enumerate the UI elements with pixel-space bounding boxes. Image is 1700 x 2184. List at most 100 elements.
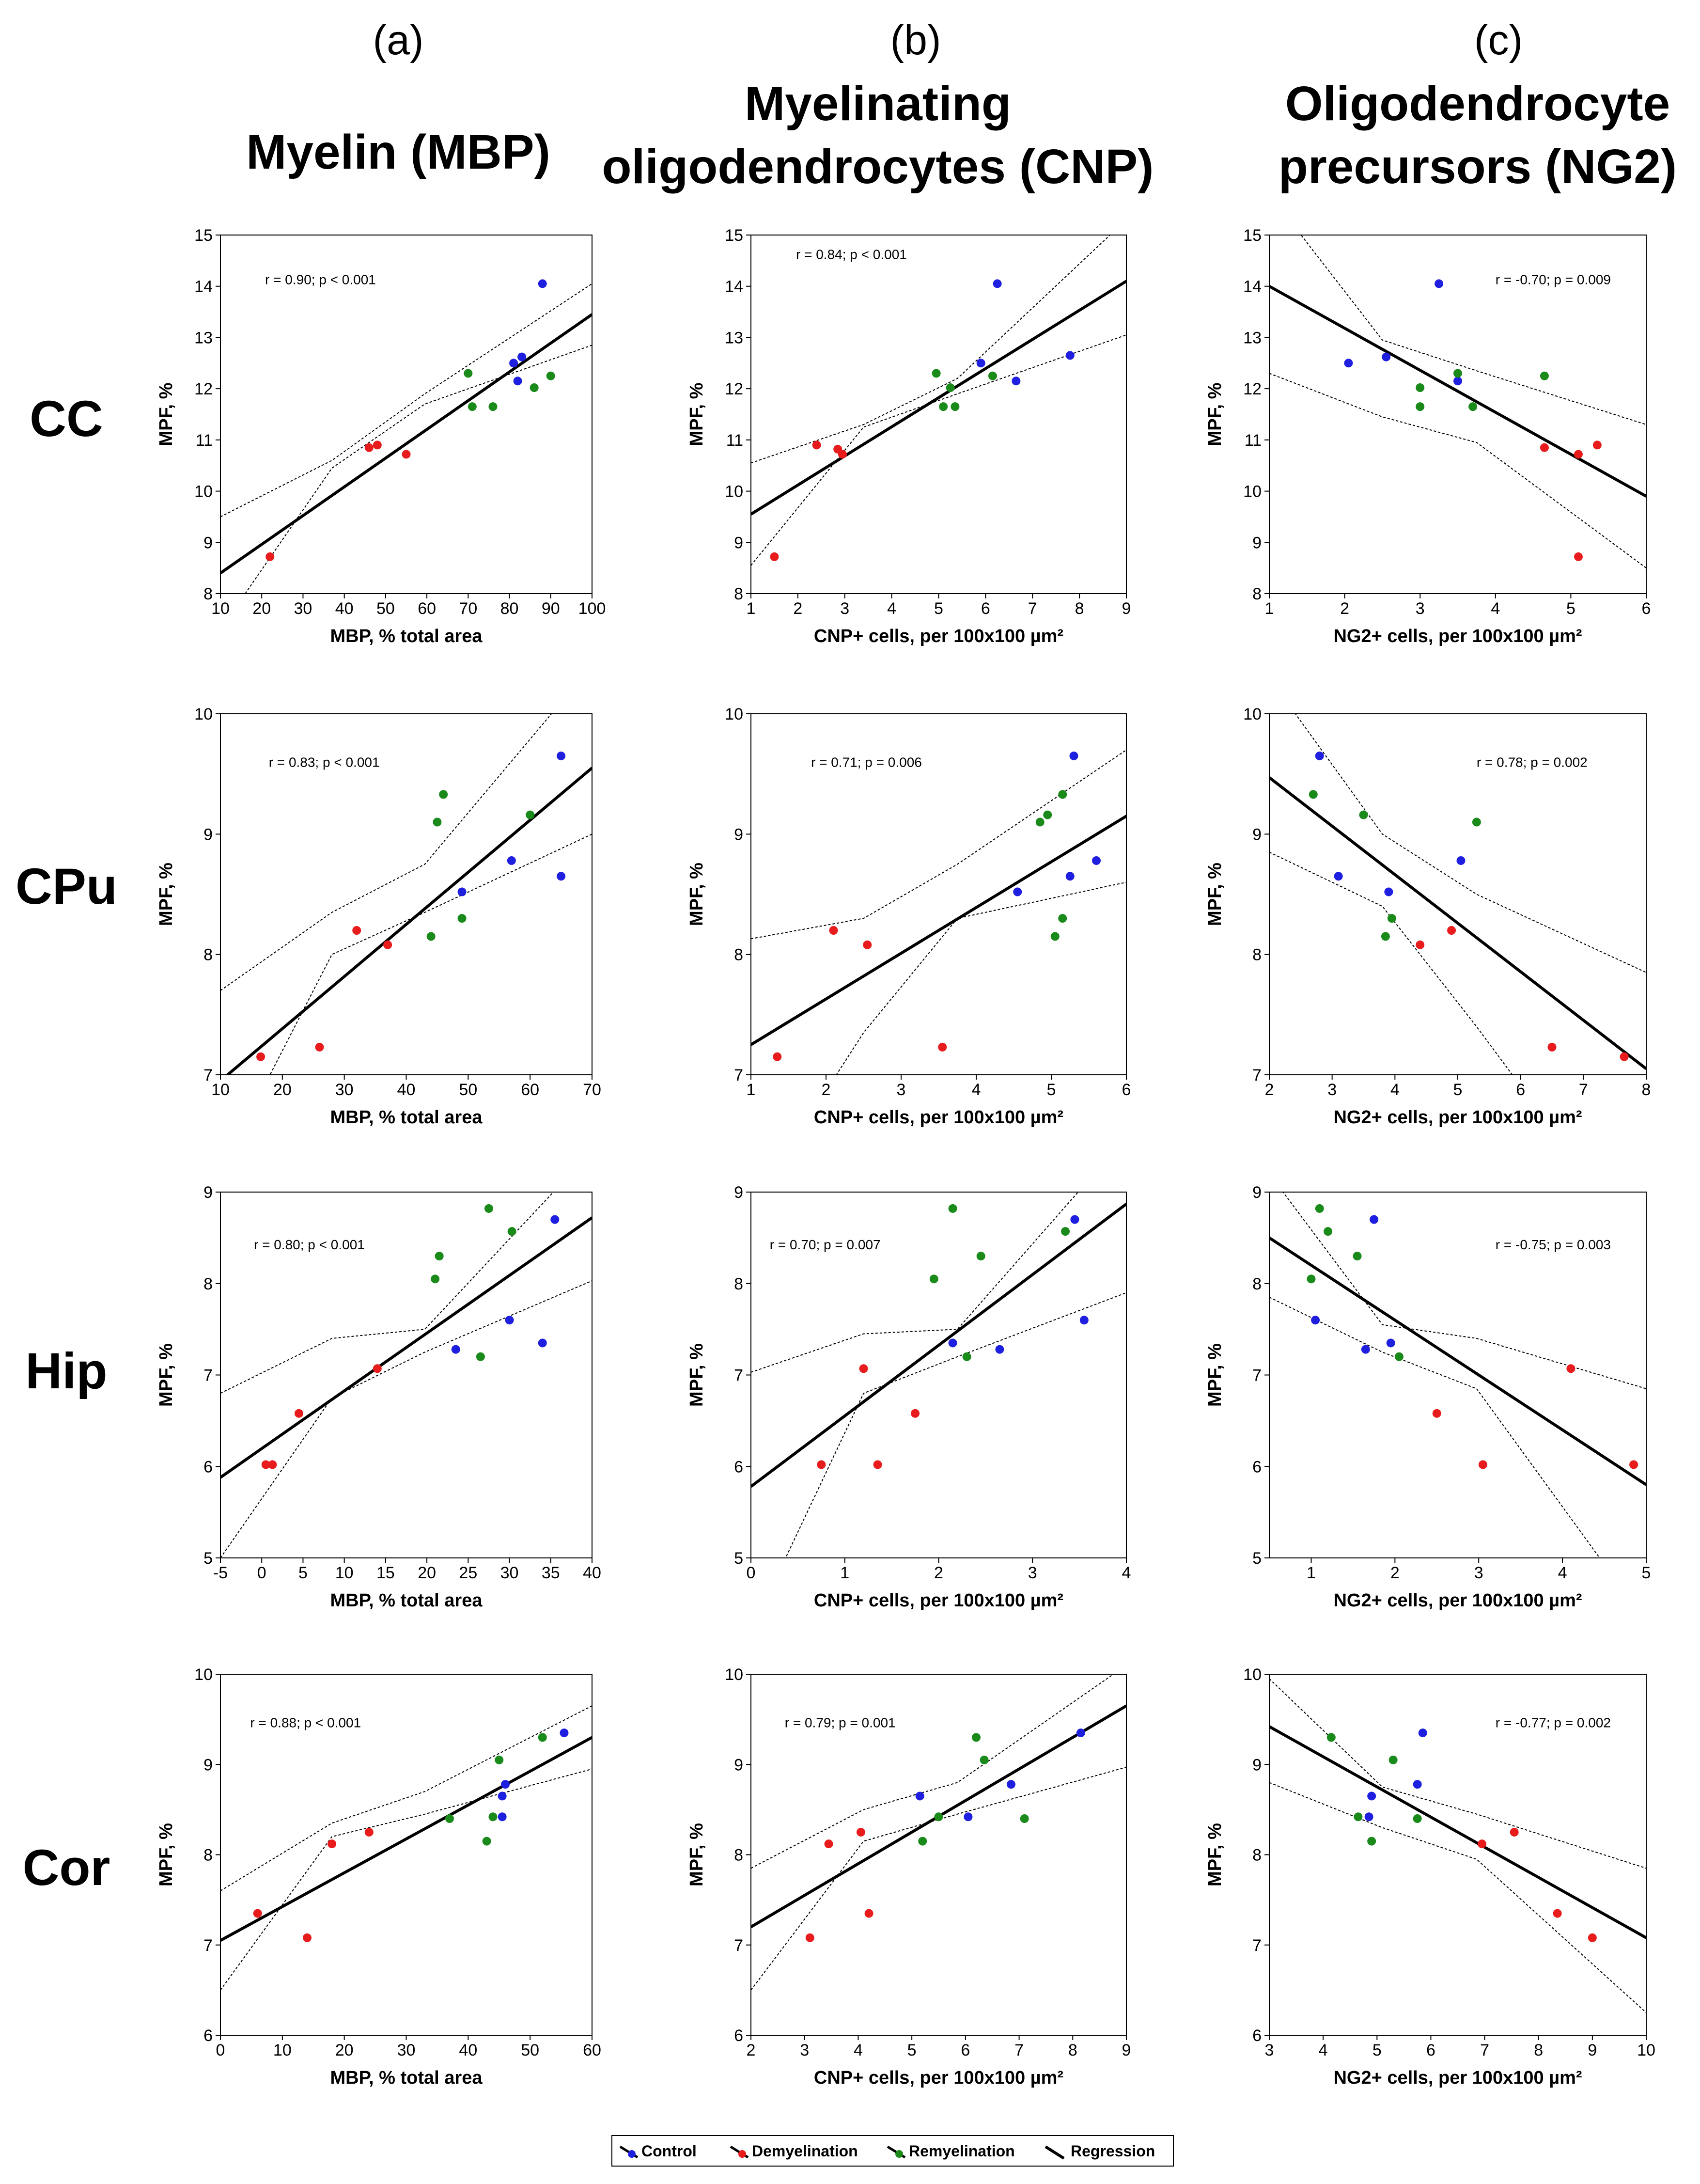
y-tick-label: 6 xyxy=(1252,1458,1262,1476)
y-tick-label: 12 xyxy=(194,380,213,398)
correlation-annotation: r = 0.90; p < 0.001 xyxy=(265,272,376,287)
column-c-title-line2: precursors (NG2) xyxy=(1279,140,1677,194)
x-tick-label: 8 xyxy=(1075,599,1084,618)
correlation-annotation: r = 0.83; p < 0.001 xyxy=(269,754,380,770)
x-tick-label: 15 xyxy=(376,1564,395,1582)
confidence-band-lower xyxy=(220,1280,592,1558)
point-demyelination xyxy=(911,1409,920,1418)
point-control xyxy=(1367,1791,1376,1801)
point-control xyxy=(1453,377,1462,386)
x-tick-label: 9 xyxy=(1122,2041,1131,2059)
x-tick-label: 4 xyxy=(887,599,896,618)
confidence-band-lower xyxy=(1269,1782,1646,2013)
point-remyelination xyxy=(457,914,467,923)
point-control xyxy=(1364,1812,1373,1822)
y-tick-label: 8 xyxy=(1252,946,1262,964)
point-remyelination xyxy=(1315,1204,1324,1213)
point-control xyxy=(557,872,566,881)
x-axis-label: NG2+ cells, per 100x100 µm² xyxy=(1333,1590,1582,1611)
y-tick-label: 12 xyxy=(1243,380,1262,398)
point-remyelination xyxy=(488,402,498,411)
y-tick-label: 5 xyxy=(1252,1549,1262,1568)
x-tick-label: -5 xyxy=(213,1564,228,1582)
y-axis-label: MPF, % xyxy=(1205,1823,1225,1886)
x-tick-label: 10 xyxy=(211,599,230,618)
y-tick-label: 7 xyxy=(734,1367,743,1385)
confidence-band-lower xyxy=(269,833,592,1075)
y-axis-label: MPF, % xyxy=(156,1823,176,1886)
y-tick-label: 11 xyxy=(196,431,213,450)
y-tick-label: 10 xyxy=(194,705,213,723)
correlation-annotation: r = 0.70; p = 0.007 xyxy=(770,1237,881,1252)
confidence-band-upper xyxy=(220,1705,592,1891)
point-remyelination xyxy=(962,1352,971,1361)
regression-line xyxy=(1269,776,1646,1070)
legend-marker-regression xyxy=(1045,2145,1065,2160)
point-demyelination xyxy=(253,1909,262,1918)
plot-frame xyxy=(750,235,1127,594)
x-tick-label: 2 xyxy=(822,1081,831,1099)
x-tick-label: 50 xyxy=(521,2041,539,2059)
point-demyelination xyxy=(1547,1042,1557,1052)
y-tick-label: 13 xyxy=(725,329,743,347)
confidence-band-lower xyxy=(751,1766,1126,1991)
point-demyelination xyxy=(352,926,361,935)
correlation-annotation: r = -0.70; p = 0.009 xyxy=(1496,272,1611,287)
x-tick-label: 80 xyxy=(500,599,519,618)
point-control xyxy=(1344,359,1353,368)
point-remyelination xyxy=(934,1812,943,1822)
point-remyelination xyxy=(433,817,442,827)
point-remyelination xyxy=(439,790,448,799)
y-tick-label: 13 xyxy=(194,329,213,347)
y-axis-label: MPF, % xyxy=(686,383,707,446)
panel-cor-c: 3 4 5 6 7 8 9 10 6 7 8 9 10 NG2+ cells, per 100x100 µ… xyxy=(1205,1665,1655,2088)
point-demyelination xyxy=(863,940,872,949)
correlation-annotation: r = 0.79; p = 0.001 xyxy=(785,1715,896,1730)
point-control xyxy=(557,751,566,760)
point-remyelination xyxy=(1388,1755,1398,1764)
point-demyelination xyxy=(294,1409,303,1418)
y-tick-label: 10 xyxy=(194,1665,213,1684)
x-tick-label: 7 xyxy=(1028,599,1037,618)
confidence-band-lower xyxy=(836,881,1126,1075)
plot-frame xyxy=(220,235,593,594)
x-tick-label: 70 xyxy=(459,599,477,618)
point-remyelination xyxy=(1453,369,1462,378)
point-control xyxy=(1413,1780,1422,1789)
y-axis-label: MPF, % xyxy=(1205,383,1225,446)
x-tick-label: 1 xyxy=(840,1564,849,1582)
point-demyelination xyxy=(805,1933,814,1942)
point-demyelination xyxy=(838,450,847,459)
point-remyelination xyxy=(1381,932,1390,941)
x-tick-label: 3 xyxy=(800,2041,809,2059)
y-tick-label: 8 xyxy=(203,946,213,964)
point-remyelination xyxy=(484,1204,493,1213)
point-demyelination xyxy=(1432,1409,1441,1418)
point-remyelination xyxy=(939,402,948,411)
x-tick-label: 3 xyxy=(840,599,849,618)
y-axis-label: MPF, % xyxy=(156,383,176,446)
y-tick-label: 8 xyxy=(203,1846,213,1865)
point-control xyxy=(509,359,518,368)
y-tick-label: 7 xyxy=(1252,1066,1262,1084)
point-remyelination xyxy=(1050,932,1060,941)
x-tick-label: 20 xyxy=(418,1564,436,1582)
x-tick-label: 6 xyxy=(1426,2041,1435,2059)
confidence-band-upper xyxy=(751,1192,1079,1373)
x-axis-label: NG2+ cells, per 100x100 µm² xyxy=(1333,2068,1582,2088)
x-axis-label: MBP, % total area xyxy=(330,626,483,646)
point-demyelination xyxy=(1629,1460,1638,1469)
confidence-band-lower xyxy=(751,334,1126,566)
point-control xyxy=(1361,1345,1370,1354)
y-tick-label: 14 xyxy=(1243,278,1262,296)
x-tick-label: 10 xyxy=(211,1081,230,1099)
point-demyelination xyxy=(1574,552,1583,561)
y-tick-label: 15 xyxy=(194,226,213,245)
legend-label-remyelination: Remyelination xyxy=(909,2142,1015,2160)
point-remyelination xyxy=(1468,402,1478,411)
x-tick-label: 5 xyxy=(1372,2041,1382,2059)
y-tick-label: 8 xyxy=(1252,1275,1262,1293)
y-tick-label: 8 xyxy=(734,1846,743,1865)
point-remyelination xyxy=(946,383,955,393)
y-axis-label: MPF, % xyxy=(1205,1343,1225,1407)
